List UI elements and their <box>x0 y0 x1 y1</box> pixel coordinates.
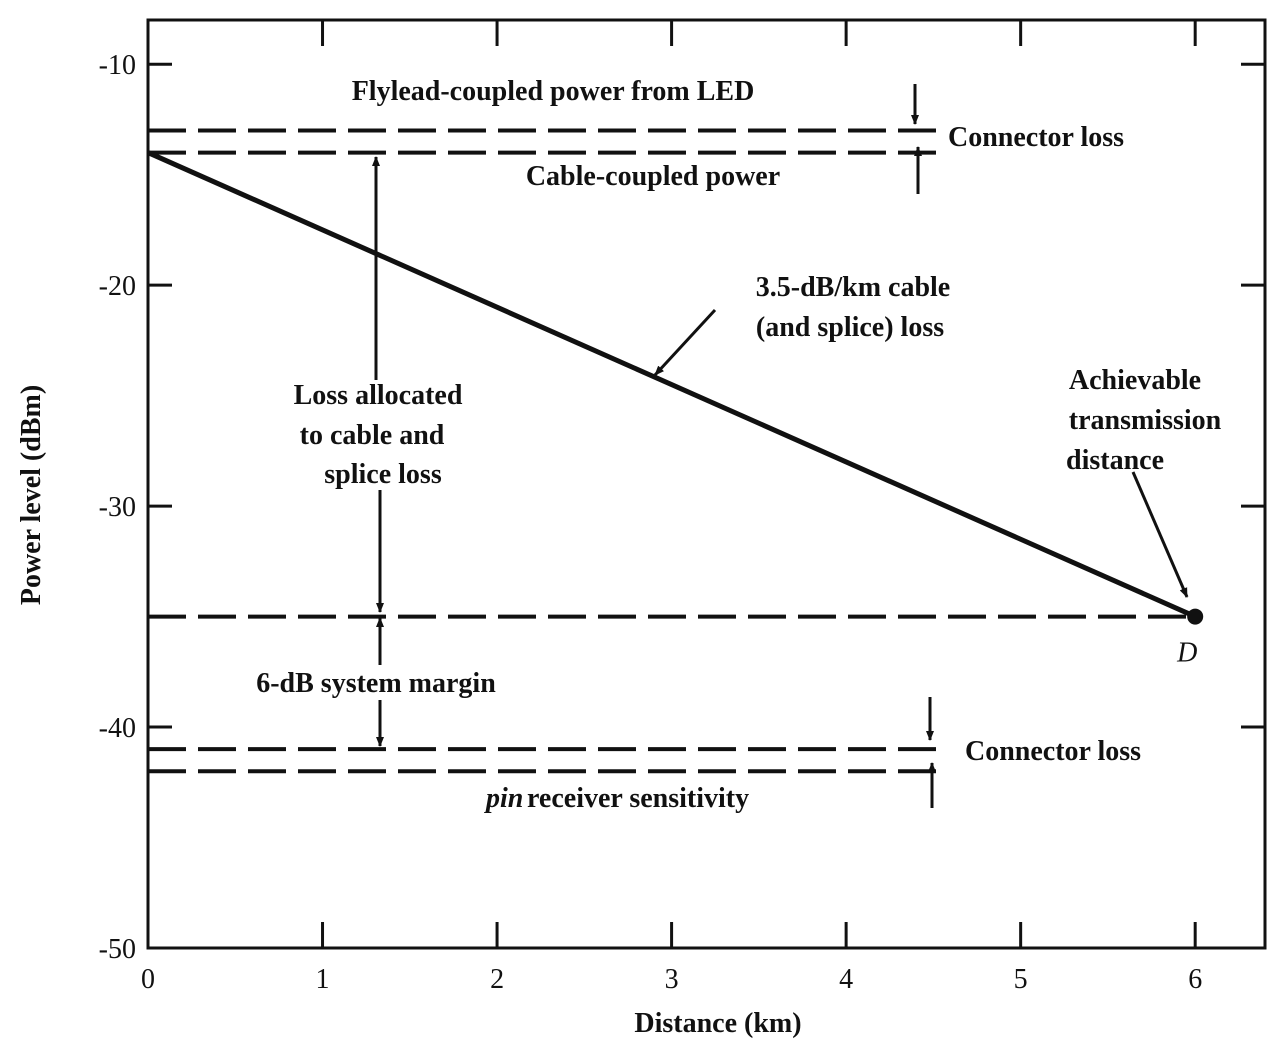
x-axis-label: Distance (km) <box>634 1008 801 1039</box>
annotation: (and splice) loss <box>756 312 944 343</box>
annotation: Flylead-coupled power from LED <box>352 76 755 107</box>
annotation: Connector loss <box>948 122 1124 153</box>
y-tick-label: -30 <box>99 492 136 523</box>
x-tick-label: 3 <box>665 964 679 995</box>
loss-line <box>146 150 1197 619</box>
plot-frame <box>146 18 1267 950</box>
x-tick-label: 4 <box>839 964 853 995</box>
y-tick-label: -10 <box>99 50 136 81</box>
y-tick-label: -40 <box>99 713 136 744</box>
annotation: Cable-coupled power <box>526 161 780 192</box>
x-tick-label: 2 <box>490 964 504 995</box>
annotation: 6-dB system margin <box>256 668 496 699</box>
x-tick-label: 0 <box>141 964 155 995</box>
annotation: transmission <box>1069 405 1222 436</box>
x-tick-label: 1 <box>316 964 330 995</box>
annotation: Connector loss <box>965 736 1141 767</box>
annotation: distance <box>1066 445 1164 476</box>
annotation: 3.5-dB/km cable <box>756 272 950 303</box>
annotation: receiver sensitivity <box>527 783 749 814</box>
annotation: to cable and <box>300 420 445 451</box>
point-label: D <box>1176 638 1197 669</box>
arrows <box>372 84 1189 808</box>
annotation: Achievable <box>1069 365 1201 396</box>
annotation: splice loss <box>324 459 442 490</box>
y-tick-label: -50 <box>99 934 136 965</box>
y-axis-label: Power level (dBm) <box>16 385 47 605</box>
annotation: pin <box>484 783 523 814</box>
annotation: Loss allocated <box>294 380 463 411</box>
y-tick-label: -20 <box>99 271 136 302</box>
x-tick-label: 6 <box>1188 964 1202 995</box>
x-tick-label: 5 <box>1014 964 1028 995</box>
point <box>1187 608 1204 625</box>
